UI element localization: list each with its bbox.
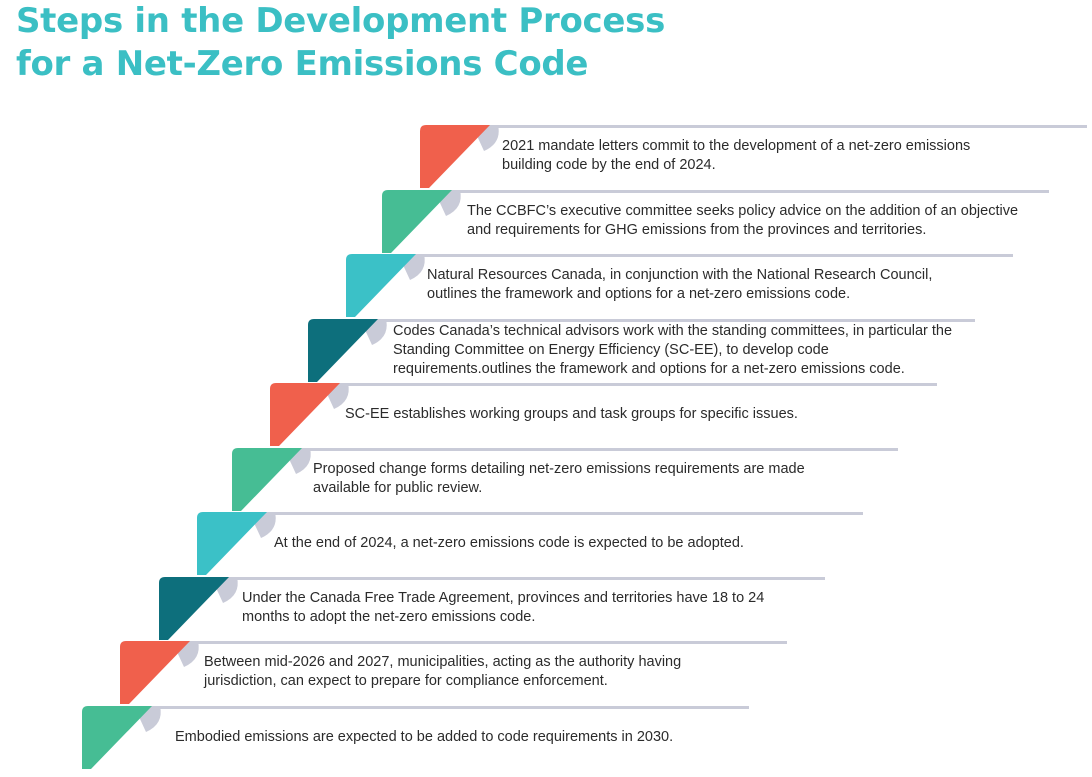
title-line-2: for a Net-Zero Emissions Code: [16, 44, 589, 84]
step-text: SC-EE establishes working groups and tas…: [345, 405, 798, 422]
step-1: 2021 mandate letters commit to the devel…: [420, 125, 1087, 188]
step-tile: [159, 577, 229, 640]
step-divider: [486, 125, 1087, 128]
step-text: Codes Canada’s technical advisors work w…: [393, 322, 953, 377]
step-4: Codes Canada’s technical advisors work w…: [308, 319, 975, 382]
step-divider: [148, 706, 749, 709]
step-text: At the end of 2024, a net-zero emissions…: [274, 534, 744, 551]
step-3: Natural Resources Canada, in conjunction…: [346, 254, 1013, 317]
step-text: 2021 mandate letters commit to the devel…: [502, 138, 971, 173]
step-text: Natural Resources Canada, in conjunction…: [427, 267, 933, 302]
step-text: The CCBFC’s executive committee seeks po…: [467, 203, 1019, 238]
step-5: SC-EE establishes working groups and tas…: [270, 383, 937, 446]
step-divider: [263, 512, 863, 515]
step-text: Proposed change forms detailing net-zero…: [313, 461, 805, 496]
step-divider: [336, 383, 937, 386]
step-divider: [225, 577, 825, 580]
step-7: At the end of 2024, a net-zero emissions…: [197, 512, 863, 575]
step-text: Embodied emissions are expected to be ad…: [175, 728, 674, 745]
page-title: Steps in the Development Process for a N…: [16, 0, 665, 86]
step-tile: [308, 319, 378, 382]
step-text: Between mid-2026 and 2027, municipalitie…: [204, 654, 682, 689]
step-divider: [374, 319, 975, 322]
step-tile: [232, 448, 302, 511]
step-tile: [420, 125, 490, 188]
step-divider: [186, 641, 787, 644]
step-divider: [298, 448, 898, 451]
step-8: Under the Canada Free Trade Agreement, p…: [159, 577, 825, 640]
step-tile: [346, 254, 416, 317]
step-text: Under the Canada Free Trade Agreement, p…: [242, 590, 765, 625]
step-divider: [412, 254, 1013, 257]
title-line-1: Steps in the Development Process: [16, 1, 666, 41]
step-2: The CCBFC’s executive committee seeks po…: [382, 190, 1049, 253]
step-10: Embodied emissions are expected to be ad…: [82, 706, 749, 769]
step-tile: [382, 190, 452, 253]
step-tile: [197, 512, 267, 575]
step-tile: [270, 383, 340, 446]
step-6: Proposed change forms detailing net-zero…: [232, 448, 898, 511]
step-tile: [82, 706, 152, 769]
step-9: Between mid-2026 and 2027, municipalitie…: [120, 641, 787, 704]
step-divider: [448, 190, 1049, 193]
step-tile: [120, 641, 190, 704]
